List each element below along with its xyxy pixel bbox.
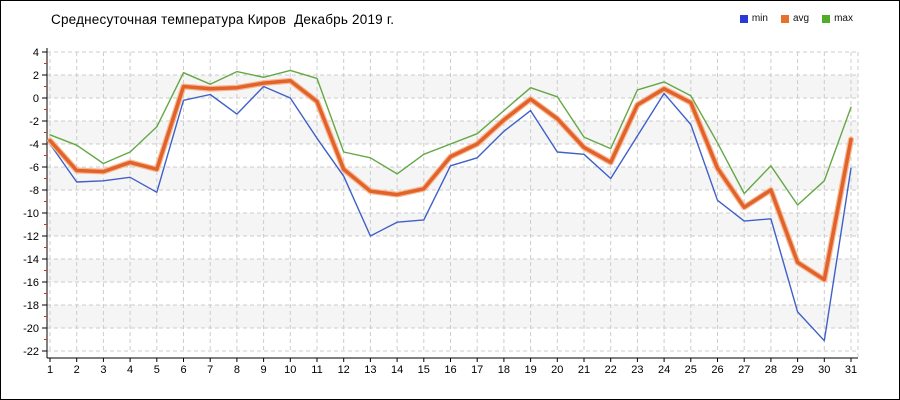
y-tick-label: -10 (23, 208, 39, 220)
x-tick-label: 25 (685, 364, 697, 376)
plot-band (47, 213, 858, 236)
x-tick-label: 28 (765, 364, 777, 376)
y-tick-label: -18 (23, 300, 39, 312)
x-tick-label: 2 (74, 364, 80, 376)
x-tick-label: 5 (154, 364, 160, 376)
series-min-line (49, 85, 852, 342)
x-tick-label: 26 (711, 364, 723, 376)
x-tick-label: 6 (180, 364, 186, 376)
plot-band (47, 259, 858, 282)
legend-swatch-max (822, 14, 831, 23)
x-tick-label: 10 (284, 364, 296, 376)
y-tick-label: -22 (23, 346, 39, 358)
x-tick-label: 21 (578, 364, 590, 376)
x-tick-label: 23 (631, 364, 643, 376)
x-tick-label: 7 (207, 364, 213, 376)
x-tick-label: 1 (47, 364, 53, 376)
chart-legend: min avg max (739, 13, 853, 24)
y-tick-label: 0 (33, 93, 39, 105)
x-tick-label: 9 (261, 364, 267, 376)
legend-item-min: min (739, 13, 768, 24)
y-tick-label: 4 (33, 47, 39, 59)
x-tick-label: 27 (738, 364, 750, 376)
x-tick-label: 24 (658, 364, 670, 376)
legend-label-max: max (834, 13, 853, 24)
x-tick-label: 18 (498, 364, 510, 376)
y-tick-label: -14 (23, 254, 39, 266)
x-tick-label: 11 (311, 364, 322, 376)
x-tick-label: 12 (338, 364, 350, 376)
y-tick-label: -8 (29, 185, 39, 197)
y-tick-label: -12 (23, 231, 39, 243)
x-tick-label: 22 (605, 364, 617, 376)
chart-title: Среднесуточная температура Киров Декабрь… (51, 12, 395, 27)
y-tick-label: -6 (29, 162, 39, 174)
legend-label-min: min (751, 13, 768, 24)
y-tick-label: -16 (23, 277, 39, 289)
x-tick-label: 29 (791, 364, 803, 376)
x-tick-label: 13 (364, 364, 376, 376)
x-tick-label: 19 (524, 364, 536, 376)
y-tick-label: 2 (33, 70, 39, 82)
legend-item-max: max (822, 13, 853, 24)
x-tick-label: 16 (444, 364, 456, 376)
y-tick-label: -2 (29, 116, 39, 128)
y-tick-label: -20 (23, 323, 39, 335)
series-max-line (49, 69, 852, 206)
series-avg-line (48, 79, 853, 282)
legend-label-avg: avg (792, 13, 810, 24)
plot-band (47, 167, 858, 190)
legend-swatch-avg (780, 14, 789, 23)
x-tick-label: 30 (818, 364, 830, 376)
x-tick-label: 15 (418, 364, 430, 376)
plot-band (47, 305, 858, 328)
plot-band (47, 121, 858, 144)
legend-item-avg: avg (780, 13, 810, 24)
x-tick-label: 31 (845, 364, 857, 376)
x-tick-label: 8 (234, 364, 240, 376)
x-tick-label: 14 (391, 364, 403, 376)
x-tick-label: 3 (100, 364, 106, 376)
x-tick-label: 4 (127, 364, 133, 376)
x-tick-label: 17 (471, 364, 483, 376)
x-tick-label: 20 (551, 364, 563, 376)
plot-band (47, 75, 858, 98)
legend-swatch-min (739, 14, 748, 23)
y-tick-label: -4 (29, 139, 39, 151)
